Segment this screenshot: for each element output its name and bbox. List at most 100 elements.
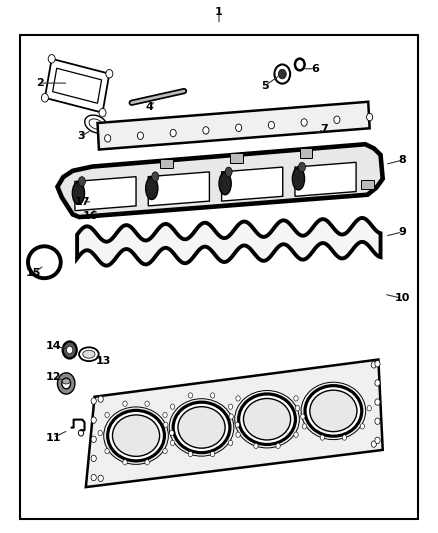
Circle shape	[98, 475, 103, 481]
Circle shape	[170, 430, 174, 435]
Circle shape	[371, 362, 376, 368]
Text: 13: 13	[95, 356, 111, 366]
Circle shape	[301, 119, 307, 126]
Circle shape	[367, 406, 371, 411]
Ellipse shape	[305, 386, 362, 436]
Ellipse shape	[72, 182, 85, 204]
Circle shape	[375, 361, 380, 367]
Text: 4: 4	[145, 102, 153, 112]
Polygon shape	[222, 167, 283, 201]
Ellipse shape	[225, 167, 232, 176]
Polygon shape	[57, 144, 383, 217]
Circle shape	[236, 396, 240, 401]
Circle shape	[334, 116, 340, 124]
Polygon shape	[98, 102, 370, 150]
Text: 11: 11	[46, 433, 61, 443]
Ellipse shape	[83, 350, 95, 358]
Circle shape	[294, 396, 298, 401]
Circle shape	[210, 393, 215, 398]
Circle shape	[170, 130, 176, 137]
Ellipse shape	[85, 115, 107, 133]
Text: 17: 17	[74, 197, 90, 207]
Circle shape	[375, 379, 380, 386]
Ellipse shape	[298, 163, 305, 172]
Polygon shape	[53, 68, 102, 103]
Circle shape	[188, 451, 193, 457]
Circle shape	[279, 69, 286, 79]
Text: 5: 5	[261, 81, 268, 91]
Circle shape	[367, 114, 373, 121]
Circle shape	[375, 418, 380, 424]
FancyBboxPatch shape	[361, 180, 374, 189]
Ellipse shape	[310, 390, 357, 432]
Circle shape	[105, 135, 111, 142]
Circle shape	[302, 424, 307, 429]
Circle shape	[210, 451, 215, 457]
Circle shape	[228, 404, 233, 409]
Ellipse shape	[178, 407, 225, 448]
Ellipse shape	[113, 415, 159, 456]
Circle shape	[145, 401, 149, 406]
Circle shape	[203, 127, 209, 134]
Circle shape	[236, 432, 240, 438]
Circle shape	[48, 54, 55, 63]
Circle shape	[105, 412, 109, 417]
Circle shape	[99, 108, 106, 117]
Wedge shape	[57, 373, 75, 394]
Ellipse shape	[79, 348, 99, 361]
Circle shape	[123, 401, 127, 406]
Circle shape	[163, 412, 167, 417]
Circle shape	[91, 398, 96, 404]
Circle shape	[106, 69, 113, 78]
Polygon shape	[75, 176, 136, 211]
FancyBboxPatch shape	[20, 35, 418, 519]
Text: 6: 6	[311, 64, 319, 74]
Circle shape	[138, 132, 144, 140]
Circle shape	[91, 474, 96, 481]
Text: 14: 14	[45, 341, 61, 351]
Circle shape	[188, 393, 193, 398]
Ellipse shape	[89, 119, 102, 129]
Circle shape	[67, 346, 73, 354]
Circle shape	[123, 459, 127, 465]
Circle shape	[98, 396, 103, 402]
Ellipse shape	[173, 402, 230, 453]
Circle shape	[91, 198, 96, 205]
Polygon shape	[45, 59, 110, 112]
Text: 12: 12	[46, 372, 61, 382]
Text: 8: 8	[399, 155, 406, 165]
Circle shape	[235, 422, 240, 427]
Circle shape	[295, 59, 304, 70]
Text: 10: 10	[395, 293, 410, 303]
Text: 2: 2	[36, 78, 44, 88]
Circle shape	[371, 441, 376, 447]
Circle shape	[41, 93, 48, 102]
Circle shape	[360, 424, 364, 429]
Circle shape	[254, 443, 258, 449]
Text: 3: 3	[78, 131, 85, 141]
Circle shape	[163, 422, 168, 427]
Circle shape	[320, 435, 325, 440]
Circle shape	[98, 430, 102, 435]
Ellipse shape	[239, 394, 295, 445]
Ellipse shape	[152, 172, 159, 181]
Ellipse shape	[146, 177, 158, 199]
Polygon shape	[77, 218, 381, 265]
Ellipse shape	[78, 176, 85, 186]
Circle shape	[105, 448, 109, 454]
Ellipse shape	[108, 410, 164, 461]
Circle shape	[63, 342, 77, 359]
Ellipse shape	[244, 399, 290, 440]
Circle shape	[342, 435, 346, 440]
Circle shape	[91, 436, 96, 442]
Circle shape	[300, 414, 305, 419]
Text: 7: 7	[320, 124, 328, 134]
Polygon shape	[148, 172, 209, 206]
Circle shape	[229, 414, 233, 419]
Polygon shape	[295, 163, 356, 196]
FancyBboxPatch shape	[230, 154, 243, 163]
Circle shape	[375, 437, 380, 443]
Circle shape	[170, 404, 175, 409]
Circle shape	[268, 122, 275, 129]
Circle shape	[275, 64, 290, 84]
